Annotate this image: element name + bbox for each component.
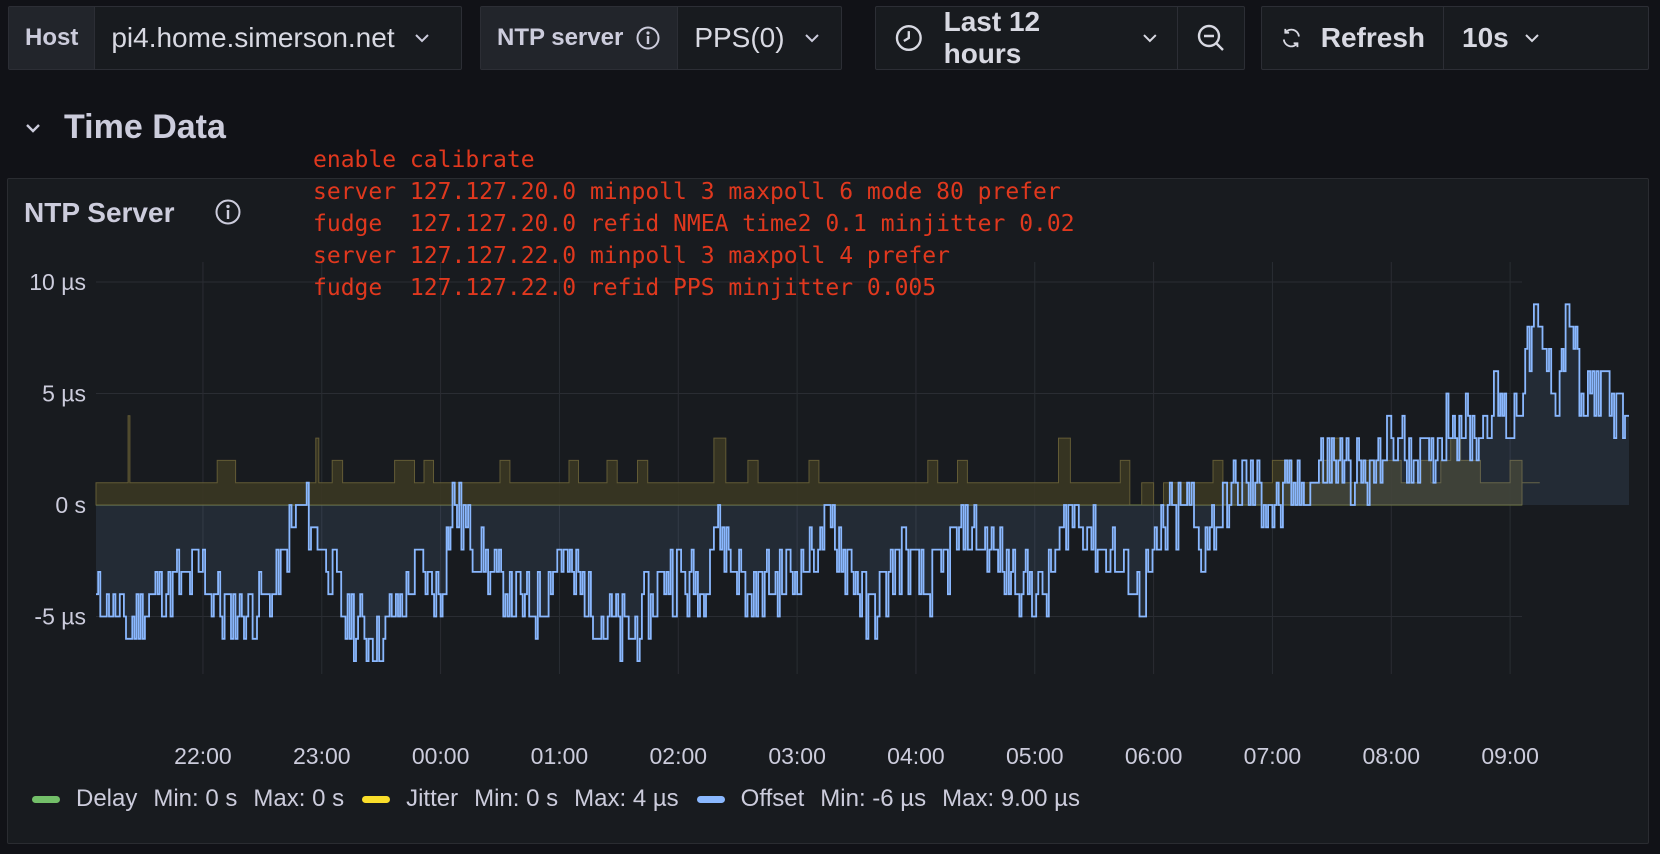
time-range-label: Last 12 hours (943, 6, 1041, 69)
legend-item-jitter[interactable]: Jitter Min: 0 s Max: 4 µs (362, 785, 679, 813)
ntp-server-variable: NTP server PPS(0) (480, 6, 842, 70)
refresh-group: Refresh 10s (1261, 6, 1649, 70)
refresh-interval-picker[interactable]: 10s (1444, 7, 1559, 69)
refresh-interval-value: 10s (1462, 22, 1509, 53)
chevron-down-icon (1525, 34, 1539, 43)
legend: Delay Min: 0 s Max: 0 s Jitter Min: 0 s Max: … (32, 785, 1098, 813)
legend-item-offset[interactable]: Offset Min: -6 µs Max: 9.00 µs (696, 785, 1080, 813)
legend-series-name: Jitter (406, 785, 459, 812)
legend-min: Min: 0 s (153, 785, 238, 812)
annotation-line: server 127.127.22.0 minpoll 3 maxpoll 4 … (313, 243, 950, 269)
info-icon[interactable] (214, 198, 242, 226)
legend-min: Min: -6 µs (820, 785, 927, 812)
refresh-icon (1282, 28, 1300, 48)
chevron-down-icon (414, 34, 429, 43)
host-value: pi4.home.simerson.net (111, 22, 395, 53)
refresh-button[interactable]: Refresh (1262, 7, 1444, 69)
ntp-server-label-text: NTP server (497, 24, 624, 51)
legend-swatch (32, 795, 60, 803)
zoom-out-icon (1197, 24, 1224, 51)
time-range-picker[interactable]: Last 12 hours (876, 6, 1178, 69)
ntp-server-value: PPS(0) (694, 22, 785, 53)
annotation-line: fudge 127.127.22.0 refid PPS minjitter 0… (313, 275, 937, 301)
zoom-out-button[interactable] (1178, 7, 1244, 69)
legend-swatch (362, 795, 391, 803)
chevron-down-icon (1143, 34, 1157, 43)
ntp-server-label: NTP server (481, 7, 679, 69)
row-title: Time Data (64, 108, 226, 146)
annotation-text: enable calibrate server 127.127.20.0 minp… (313, 144, 1075, 304)
ntp-server-select[interactable]: PPS(0) (678, 7, 836, 69)
chevron-down-icon (26, 123, 40, 133)
annotation-line: enable calibrate (313, 147, 535, 173)
refresh-label: Refresh (1320, 22, 1425, 53)
legend-series-name: Delay (76, 785, 138, 812)
panel-title[interactable]: NTP Server (24, 197, 175, 228)
annotation-line: fudge 127.127.20.0 refid NMEA time2 0.1 … (313, 211, 1075, 237)
host-label: Host (9, 7, 96, 69)
legend-item-delay[interactable]: Delay Min: 0 s Max: 0 s (32, 785, 344, 813)
time-range-group: Last 12 hours (875, 6, 1245, 70)
legend-min: Min: 0 s (474, 785, 559, 812)
host-variable: Host pi4.home.simerson.net (8, 6, 462, 70)
legend-max: Max: 0 s (253, 785, 345, 812)
legend-swatch (696, 795, 725, 803)
host-select[interactable]: pi4.home.simerson.net (95, 7, 446, 69)
clock-icon (895, 24, 922, 52)
legend-series-name: Offset (740, 785, 805, 812)
legend-max: Max: 9.00 µs (942, 785, 1080, 812)
row-time-data[interactable]: Time Data (22, 108, 226, 147)
legend-max: Max: 4 µs (574, 785, 679, 812)
chevron-down-icon (804, 34, 819, 43)
info-icon[interactable] (635, 25, 661, 51)
annotation-line: server 127.127.20.0 minpoll 3 maxpoll 6 … (313, 179, 1061, 205)
